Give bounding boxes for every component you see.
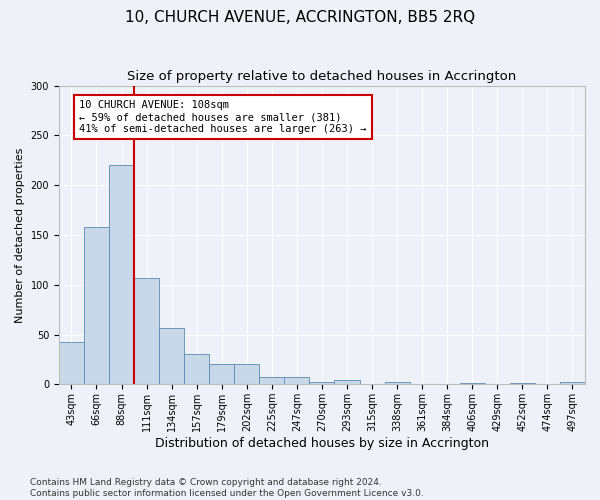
Bar: [159, 328, 184, 384]
Y-axis label: Number of detached properties: Number of detached properties: [15, 147, 25, 322]
Text: Contains HM Land Registry data © Crown copyright and database right 2024.
Contai: Contains HM Land Registry data © Crown c…: [30, 478, 424, 498]
Bar: [234, 364, 259, 384]
Bar: [310, 382, 334, 384]
Text: 10, CHURCH AVENUE, ACCRINGTON, BB5 2RQ: 10, CHURCH AVENUE, ACCRINGTON, BB5 2RQ: [125, 10, 475, 25]
Bar: [134, 278, 159, 384]
Bar: [259, 378, 284, 384]
Title: Size of property relative to detached houses in Accrington: Size of property relative to detached ho…: [127, 70, 517, 83]
Bar: [109, 165, 134, 384]
Bar: [59, 342, 84, 384]
Bar: [334, 380, 359, 384]
Bar: [84, 227, 109, 384]
Bar: [284, 378, 310, 384]
Text: 10 CHURCH AVENUE: 108sqm
← 59% of detached houses are smaller (381)
41% of semi-: 10 CHURCH AVENUE: 108sqm ← 59% of detach…: [79, 100, 367, 134]
Bar: [385, 382, 410, 384]
Bar: [184, 354, 209, 384]
Bar: [560, 382, 585, 384]
X-axis label: Distribution of detached houses by size in Accrington: Distribution of detached houses by size …: [155, 437, 489, 450]
Bar: [209, 364, 234, 384]
